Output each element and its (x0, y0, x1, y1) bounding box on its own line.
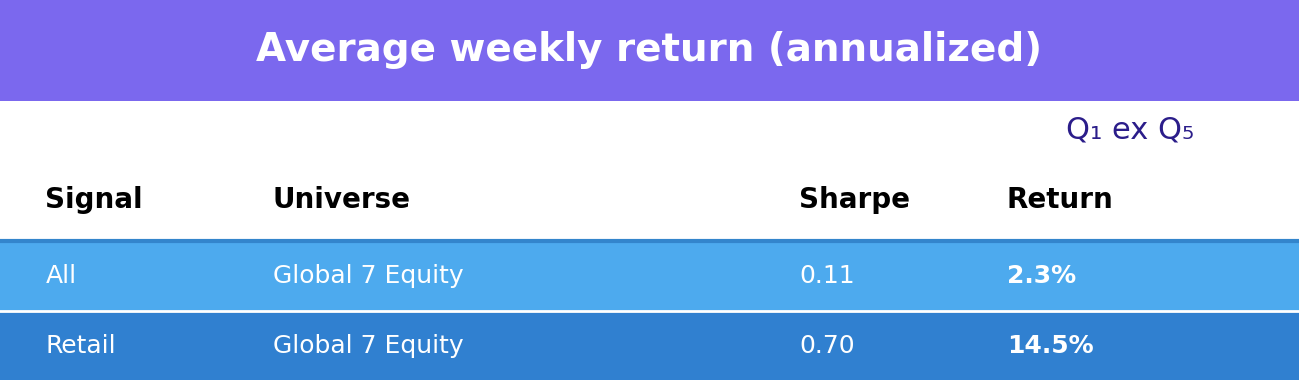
Text: Sharpe: Sharpe (799, 187, 909, 214)
Text: All: All (45, 264, 77, 288)
Bar (0, 311, 1299, 380)
Text: Universe: Universe (273, 187, 410, 214)
Text: Global 7 Equity: Global 7 Equity (273, 334, 464, 358)
Bar (0, 101, 1299, 160)
Text: Signal: Signal (45, 187, 143, 214)
Text: Return: Return (1007, 187, 1113, 214)
Text: Retail: Retail (45, 334, 116, 358)
Text: 0.70: 0.70 (799, 334, 855, 358)
Text: 14.5%: 14.5% (1007, 334, 1094, 358)
Text: Q₁ ex Q₅: Q₁ ex Q₅ (1066, 116, 1194, 145)
Text: 2.3%: 2.3% (1007, 264, 1076, 288)
Bar (0, 160, 1299, 241)
Text: 0.11: 0.11 (799, 264, 855, 288)
Bar (0, 241, 1299, 311)
Text: Average weekly return (annualized): Average weekly return (annualized) (256, 32, 1043, 70)
Text: Global 7 Equity: Global 7 Equity (273, 264, 464, 288)
Bar (0, 0, 1299, 101)
